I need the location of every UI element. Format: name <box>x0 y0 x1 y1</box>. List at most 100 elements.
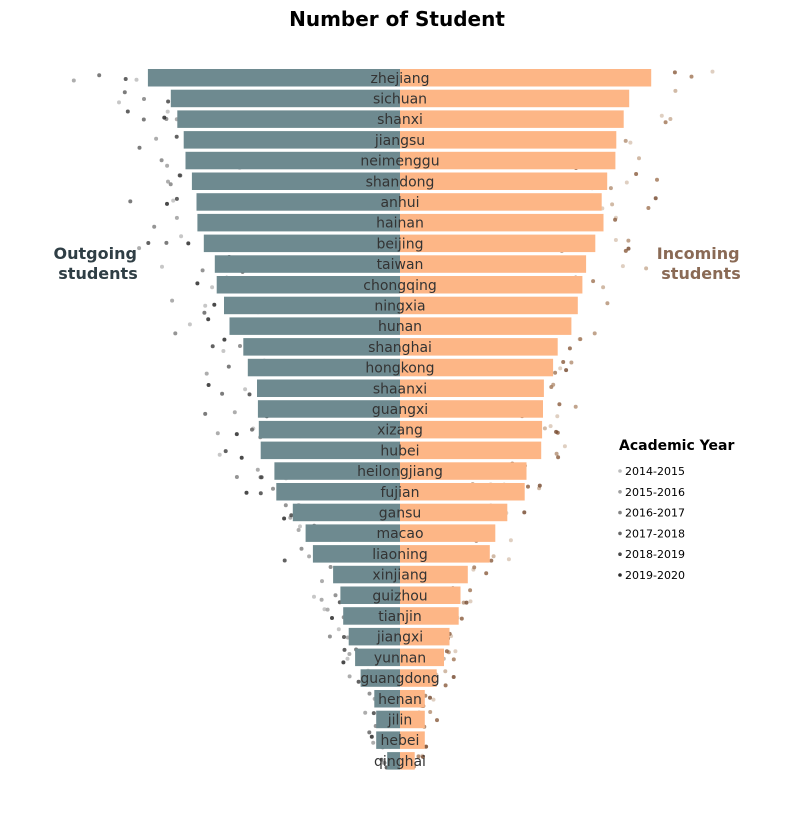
year-dot-tianjin-out-5 <box>330 616 334 620</box>
legend-label-2019-2020: 2019-2020 <box>625 569 685 582</box>
year-dot-neimenggu-out-1 <box>165 163 170 168</box>
year-dot-shandong-out-2 <box>168 182 173 187</box>
year-dot-shanxi-out-4 <box>125 109 130 114</box>
year-dot-zhejiang-in-4 <box>672 70 677 75</box>
year-dot-qinghai-out-3 <box>379 757 384 762</box>
legend-dot-2015-2016 <box>618 490 622 494</box>
year-dot-xinjiang-in-3 <box>472 565 477 570</box>
label-sichuan: sichuan <box>373 92 427 108</box>
bar-outgoing-gansu <box>292 503 401 522</box>
label-hunan: hunan <box>378 319 422 335</box>
bar-incoming-shaanxi <box>400 379 544 397</box>
bar-incoming-hongkong <box>400 358 554 377</box>
year-dot-xinjiang-in-4 <box>484 571 489 576</box>
year-dot-zhejiang-out-1 <box>71 78 76 83</box>
year-dot-beijing-out-0 <box>179 234 184 239</box>
bar-outgoing-neimenggu <box>185 151 400 170</box>
year-dot-chongqing-out-5 <box>195 281 200 286</box>
year-dot-tianjin-in-4 <box>459 616 464 621</box>
year-dot-gansu-out-5 <box>282 516 287 521</box>
year-dot-guangdong-in-1 <box>443 669 448 674</box>
year-dot-jilin-out-1 <box>363 710 368 715</box>
year-dot-gansu-out-4 <box>289 513 294 518</box>
year-dot-beijing-out-5 <box>186 241 191 246</box>
year-dot-guangxi-in-0 <box>555 414 560 419</box>
bar-incoming-anhui <box>400 193 602 211</box>
incoming-side-label: Incoming students <box>657 244 745 283</box>
year-dot-liaoning-in-1 <box>491 554 496 559</box>
year-dot-shaanxi-in-3 <box>549 385 554 389</box>
bar-outgoing-shandong <box>191 172 400 190</box>
year-dot-henan-in-0 <box>431 697 436 702</box>
year-dot-macao-out-0 <box>298 524 302 529</box>
label-shanghai: shanghai <box>368 340 432 356</box>
year-dot-hubei-in-4 <box>556 455 561 460</box>
year-dot-fujian-out-4 <box>258 491 263 496</box>
year-dot-shanxi-out-3 <box>141 117 146 122</box>
year-dot-xizang-out-5 <box>234 432 239 437</box>
year-dot-beijing-out-4 <box>146 241 151 245</box>
year-dot-hongkong-in-3 <box>553 370 558 375</box>
bar-incoming-heilongjiang <box>400 462 527 480</box>
year-dot-guizhou-out-0 <box>312 594 316 599</box>
year-dot-yunnan-out-5 <box>341 660 346 665</box>
year-dot-ningxia-out-5 <box>212 302 217 307</box>
year-dot-guizhou-in-5 <box>464 600 469 605</box>
label-chongqing: chongqing <box>363 278 436 294</box>
year-dot-hongkong-in-4 <box>561 360 566 364</box>
year-dot-beijing-in-5 <box>626 246 631 251</box>
bar-outgoing-chongqing <box>216 276 400 294</box>
bar-incoming-jiangxi <box>400 627 450 646</box>
year-dot-heilongjiang-out-4 <box>259 475 264 480</box>
year-dot-shanxi-in-3 <box>663 120 668 125</box>
year-dot-anhui-in-3 <box>646 206 651 210</box>
bar-outgoing-hubei <box>260 441 400 460</box>
year-dot-shanghai-out-2 <box>238 344 242 348</box>
year-dot-yunnan-out-1 <box>347 652 352 656</box>
year-dot-jiangsu-in-0 <box>628 140 633 145</box>
bar-incoming-shandong <box>400 172 608 190</box>
year-dot-xizang-in-0 <box>548 424 553 429</box>
bar-outgoing-qinghai <box>387 752 400 770</box>
label-hongkong: hongkong <box>365 361 434 377</box>
year-dot-fujian-out-5 <box>244 490 249 495</box>
year-dot-hubei-in-0 <box>562 444 567 449</box>
year-dot-shandong-out-4 <box>177 173 182 178</box>
incoming-label-line-1: Incoming <box>657 244 740 263</box>
label-xinjiang: xinjiang <box>372 568 427 584</box>
year-dot-yunnan-out-4 <box>342 647 347 652</box>
label-gansu: gansu <box>379 506 422 522</box>
year-dot-hebei-in-5 <box>424 744 429 749</box>
bar-outgoing-liaoning <box>312 545 400 563</box>
year-dot-shandong-in-0 <box>624 180 629 185</box>
label-guangxi: guangxi <box>372 402 428 418</box>
year-dot-beijing-out-3 <box>164 240 169 245</box>
year-dot-neimenggu-out-2 <box>159 158 164 163</box>
legend-label-2016-2017: 2016-2017 <box>625 507 685 520</box>
bar-outgoing-hainan <box>197 213 400 232</box>
year-dot-hubei-out-0 <box>217 452 222 457</box>
outgoing-side-label: Outgoing students <box>54 244 143 283</box>
bar-outgoing-xinjiang <box>333 565 400 584</box>
bar-outgoing-jiangsu <box>183 131 400 149</box>
bar-outgoing-fujian <box>276 483 401 501</box>
year-dot-zhejiang-out-0 <box>134 77 139 82</box>
bar-incoming-shanxi <box>400 110 624 128</box>
bar-incoming-tianjin <box>400 607 459 625</box>
year-dot-shaanxi-out-3 <box>220 391 225 396</box>
legend: Academic Year 2014-2015 2015-2016 2016-201… <box>618 438 734 582</box>
bar-incoming-hubei <box>400 441 542 460</box>
year-dot-guangxi-out-1 <box>232 410 237 415</box>
year-dot-tianjin-out-0 <box>322 607 327 612</box>
year-dot-jiangsu-in-2 <box>623 138 628 143</box>
bar-incoming-hainan <box>400 213 604 232</box>
legend-dot-2016-2017 <box>618 510 622 515</box>
bar-incoming-jiangsu <box>400 131 617 149</box>
year-dot-hunan-out-5 <box>206 317 211 322</box>
bar-outgoing-jilin <box>376 710 400 729</box>
year-dot-hubei-in-2 <box>554 451 559 456</box>
year-dot-hongkong-in-0 <box>558 366 563 371</box>
bar-incoming-neimenggu <box>400 151 616 170</box>
bar-incoming-shanghai <box>400 338 558 356</box>
year-dot-zhejiang-in-3 <box>689 74 694 79</box>
